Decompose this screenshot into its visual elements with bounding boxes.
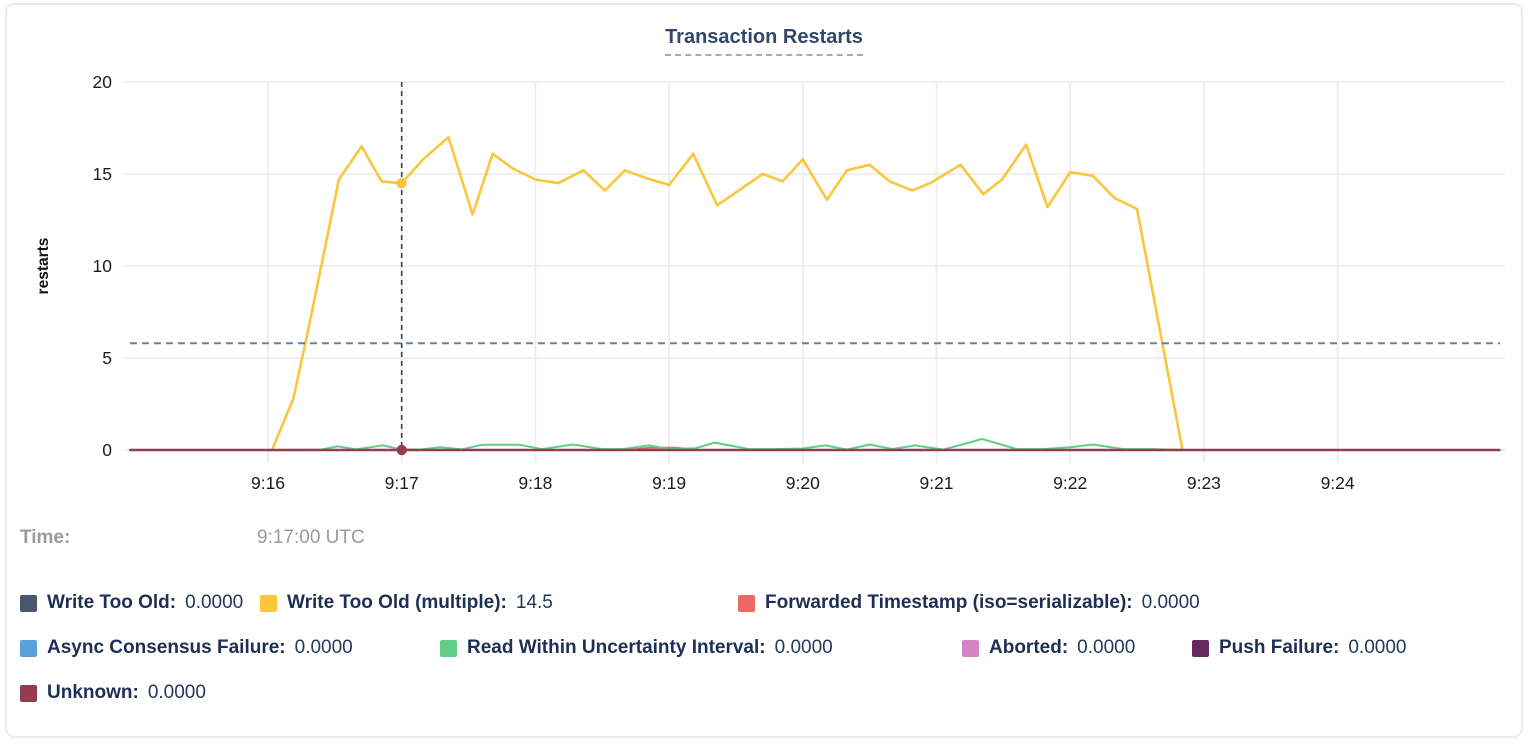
x-tick-label: 9:17: [385, 473, 419, 493]
chart-title: Transaction Restarts: [0, 26, 1528, 56]
legend-swatch: [20, 594, 37, 612]
legend-value: 0.0000: [185, 592, 244, 613]
legend-row-2: Async Consensus Failure: 0.0000 Read Withi…: [20, 637, 1518, 659]
hover-time-row: Time: 9:17:00 UTC: [20, 527, 1500, 549]
x-tick-label: 9:19: [652, 473, 686, 493]
x-tick-label: 9:24: [1321, 473, 1355, 493]
legend-label: Forwarded Timestamp (iso=serializable):: [765, 592, 1133, 613]
legend-value: 0.0000: [1077, 637, 1136, 658]
legend-label: Push Failure:: [1219, 637, 1340, 658]
legend-swatch: [260, 594, 277, 612]
legend-swatch: [440, 639, 457, 657]
x-tick-label: 9:21: [919, 473, 953, 493]
legend-label: Async Consensus Failure:: [47, 637, 286, 658]
legend-swatch: [1192, 639, 1209, 657]
legend-label: Write Too Old:: [47, 592, 177, 613]
legend-swatch: [20, 684, 37, 702]
legend-label: Unknown:: [47, 682, 139, 703]
series-line-read-within-uncertainty-interval: [271, 438, 1184, 451]
y-tick-label: 20: [93, 72, 113, 92]
legend-item-read-within-uncertainty-interval[interactable]: Read Within Uncertainty Interval: 0.0000: [440, 637, 962, 659]
legend-value: 14.5: [515, 592, 553, 613]
legend-label: Aborted:: [989, 637, 1069, 658]
legend-label: Write Too Old (multiple):: [287, 592, 507, 613]
legend-item-aborted[interactable]: Aborted: 0.0000: [962, 637, 1192, 659]
x-tick-label: 9:20: [786, 473, 820, 493]
hover-dot-write-too-old-multiple-: [396, 178, 407, 189]
legend-value: 0.0000: [147, 682, 206, 703]
legend-item-forwarded-timestamp-iso-serializable[interactable]: Forwarded Timestamp (iso=serializable): 0…: [738, 592, 1200, 614]
series-line-write-too-old-multiple-: [270, 135, 1184, 452]
legend-row-1: Write Too Old: 0.0000 Write Too Old (multi…: [20, 592, 1518, 614]
legend-value: 0.0000: [1141, 592, 1200, 613]
y-axis-label: restarts: [35, 238, 52, 295]
legend-value: 0.0000: [774, 637, 833, 658]
x-tick-label: 9:18: [518, 473, 552, 493]
x-tick-label: 9:23: [1187, 473, 1221, 493]
legend-swatch: [962, 639, 979, 657]
time-value: 9:17:00 UTC: [257, 527, 365, 548]
time-label: Time:: [20, 527, 71, 548]
legend-item-unknown[interactable]: Unknown: 0.0000: [20, 682, 206, 704]
legend-item-write-too-old-multiple[interactable]: Write Too Old (multiple): 14.5: [260, 592, 738, 614]
legend-item-write-too-old[interactable]: Write Too Old: 0.0000: [20, 592, 260, 614]
legend-label: Read Within Uncertainty Interval:: [467, 637, 766, 658]
legend-value: 0.0000: [1348, 637, 1407, 658]
y-tick-label: 15: [93, 164, 112, 184]
legend-swatch: [20, 639, 37, 657]
legend-value: 0.0000: [294, 637, 353, 658]
y-tick-label: 10: [93, 256, 113, 276]
legend-item-async-consensus-failure[interactable]: Async Consensus Failure: 0.0000: [20, 637, 440, 659]
x-tick-label: 9:16: [251, 473, 285, 493]
legend-swatch: [738, 594, 755, 612]
legend-item-push-failure[interactable]: Push Failure: 0.0000: [1192, 637, 1406, 659]
hover-dot-unknown: [396, 444, 407, 456]
legend-row-3: Unknown: 0.0000: [20, 682, 1518, 704]
x-tick-label: 9:22: [1053, 473, 1087, 493]
transaction-restarts-chart[interactable]: 0 5 10 15 20 9:16 9:17 9:18 9:19 9:20 9:21 9:22 9:23…: [0, 0, 1528, 515]
y-tick-label: 5: [102, 348, 112, 368]
chart-title-text[interactable]: Transaction Restarts: [665, 26, 863, 56]
y-tick-label: 0: [102, 440, 112, 460]
